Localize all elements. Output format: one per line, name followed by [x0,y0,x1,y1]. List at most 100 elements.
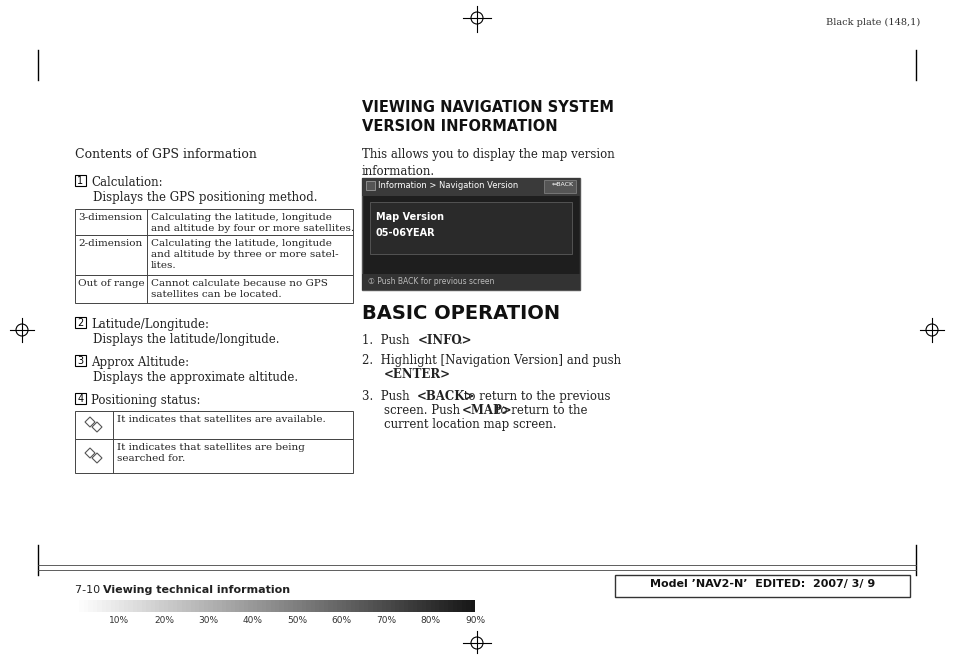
Text: 7-10: 7-10 [75,585,107,595]
Text: Map Version: Map Version [375,212,443,222]
Text: current location map screen.: current location map screen. [384,418,556,431]
Bar [361,274,579,290]
Text: It indicates that satellites are being
searched for.: It indicates that satellites are being s… [117,443,305,463]
Bar [75,235,353,275]
Bar [430,600,435,612]
Text: <INFO>: <INFO> [417,334,472,347]
Text: Latitude/Longitude:: Latitude/Longitude: [91,318,209,331]
Bar [129,600,132,612]
Bar [390,600,395,612]
Text: to return to the: to return to the [492,404,587,417]
Bar [456,600,461,612]
Text: 70%: 70% [375,616,395,625]
Bar [376,600,381,612]
Text: Calculation:: Calculation: [91,176,162,189]
Bar [75,439,353,473]
Text: 60%: 60% [332,616,352,625]
Text: VIEWING NAVIGATION SYSTEM
VERSION INFORMATION: VIEWING NAVIGATION SYSTEM VERSION INFORM… [361,100,614,133]
Bar [234,600,239,612]
Text: ⇐BACK: ⇐BACK [552,182,574,187]
Bar [324,600,328,612]
Bar [413,600,416,612]
Text: 2: 2 [77,318,84,328]
Bar [274,600,279,612]
Bar [213,600,217,612]
Bar [204,600,208,612]
Bar [288,600,293,612]
Text: Model ’NAV2-N’  EDITED:  2007/ 3/ 9: Model ’NAV2-N’ EDITED: 2007/ 3/ 9 [649,579,874,589]
Text: Contents of GPS information: Contents of GPS information [75,148,256,161]
Bar [208,600,213,612]
Bar [319,600,324,612]
Bar [257,600,261,612]
Text: 3-dimension: 3-dimension [78,213,142,222]
Text: 90%: 90% [464,616,484,625]
Bar [102,600,106,612]
Bar [297,600,301,612]
Bar [75,275,353,303]
Bar [421,600,426,612]
Text: Cannot calculate because no GPS
satellites can be located.: Cannot calculate because no GPS satellit… [151,279,328,299]
Text: 3: 3 [77,356,84,366]
Bar [361,178,579,196]
Text: It indicates that satellites are available.: It indicates that satellites are availab… [117,415,325,424]
Bar [111,600,115,612]
Bar [75,355,86,366]
Bar [279,600,284,612]
Bar [159,600,164,612]
Text: Displays the latitude/longitude.: Displays the latitude/longitude. [92,333,279,346]
Bar [615,575,909,597]
Text: 80%: 80% [420,616,440,625]
Bar [333,600,336,612]
Bar [311,600,314,612]
Text: 05-06YEAR: 05-06YEAR [375,228,436,238]
Bar [328,600,333,612]
Text: BASIC OPERATION: BASIC OPERATION [361,304,559,323]
Text: Displays the approximate altitude.: Displays the approximate altitude. [92,371,297,384]
Bar [248,600,253,612]
Bar [361,178,579,290]
Text: 40%: 40% [242,616,262,625]
Bar [416,600,421,612]
Bar [191,600,194,612]
Bar [181,600,186,612]
Bar [466,600,470,612]
Bar [306,600,311,612]
Bar [435,600,439,612]
Bar [115,600,119,612]
Bar [266,600,271,612]
Bar [89,600,92,612]
Bar [346,600,350,612]
Text: 2.  Highlight [Navigation Version] and push: 2. Highlight [Navigation Version] and pu… [361,354,620,367]
Text: ① Push BACK for previous screen: ① Push BACK for previous screen [368,277,494,286]
Bar [75,209,353,235]
Text: 20%: 20% [153,616,173,625]
Text: 50%: 50% [287,616,307,625]
Bar [363,600,368,612]
Bar [284,600,288,612]
Bar [439,600,443,612]
Bar [301,600,306,612]
Text: Calculating the latitude, longitude
and altitude by three or more satel-
lites.: Calculating the latitude, longitude and … [151,239,338,270]
Bar [543,180,576,193]
Text: Displays the GPS positioning method.: Displays the GPS positioning method. [92,191,317,204]
Text: Calculating the latitude, longitude
and altitude by four or more satellites.: Calculating the latitude, longitude and … [151,213,354,233]
Text: .: . [458,334,462,347]
Bar [168,600,172,612]
Text: Approx Altitude:: Approx Altitude: [91,356,189,369]
Text: <BACK>: <BACK> [416,390,475,403]
Bar [132,600,137,612]
Bar [470,600,475,612]
Text: 10%: 10% [110,616,130,625]
Bar [79,600,84,612]
Bar [119,600,124,612]
Bar [186,600,191,612]
Bar [350,600,355,612]
Bar [75,317,86,328]
Bar [97,600,102,612]
Text: 1.  Push: 1. Push [361,334,413,347]
Bar [151,600,154,612]
Bar [253,600,257,612]
Bar [453,600,456,612]
Bar [386,600,390,612]
